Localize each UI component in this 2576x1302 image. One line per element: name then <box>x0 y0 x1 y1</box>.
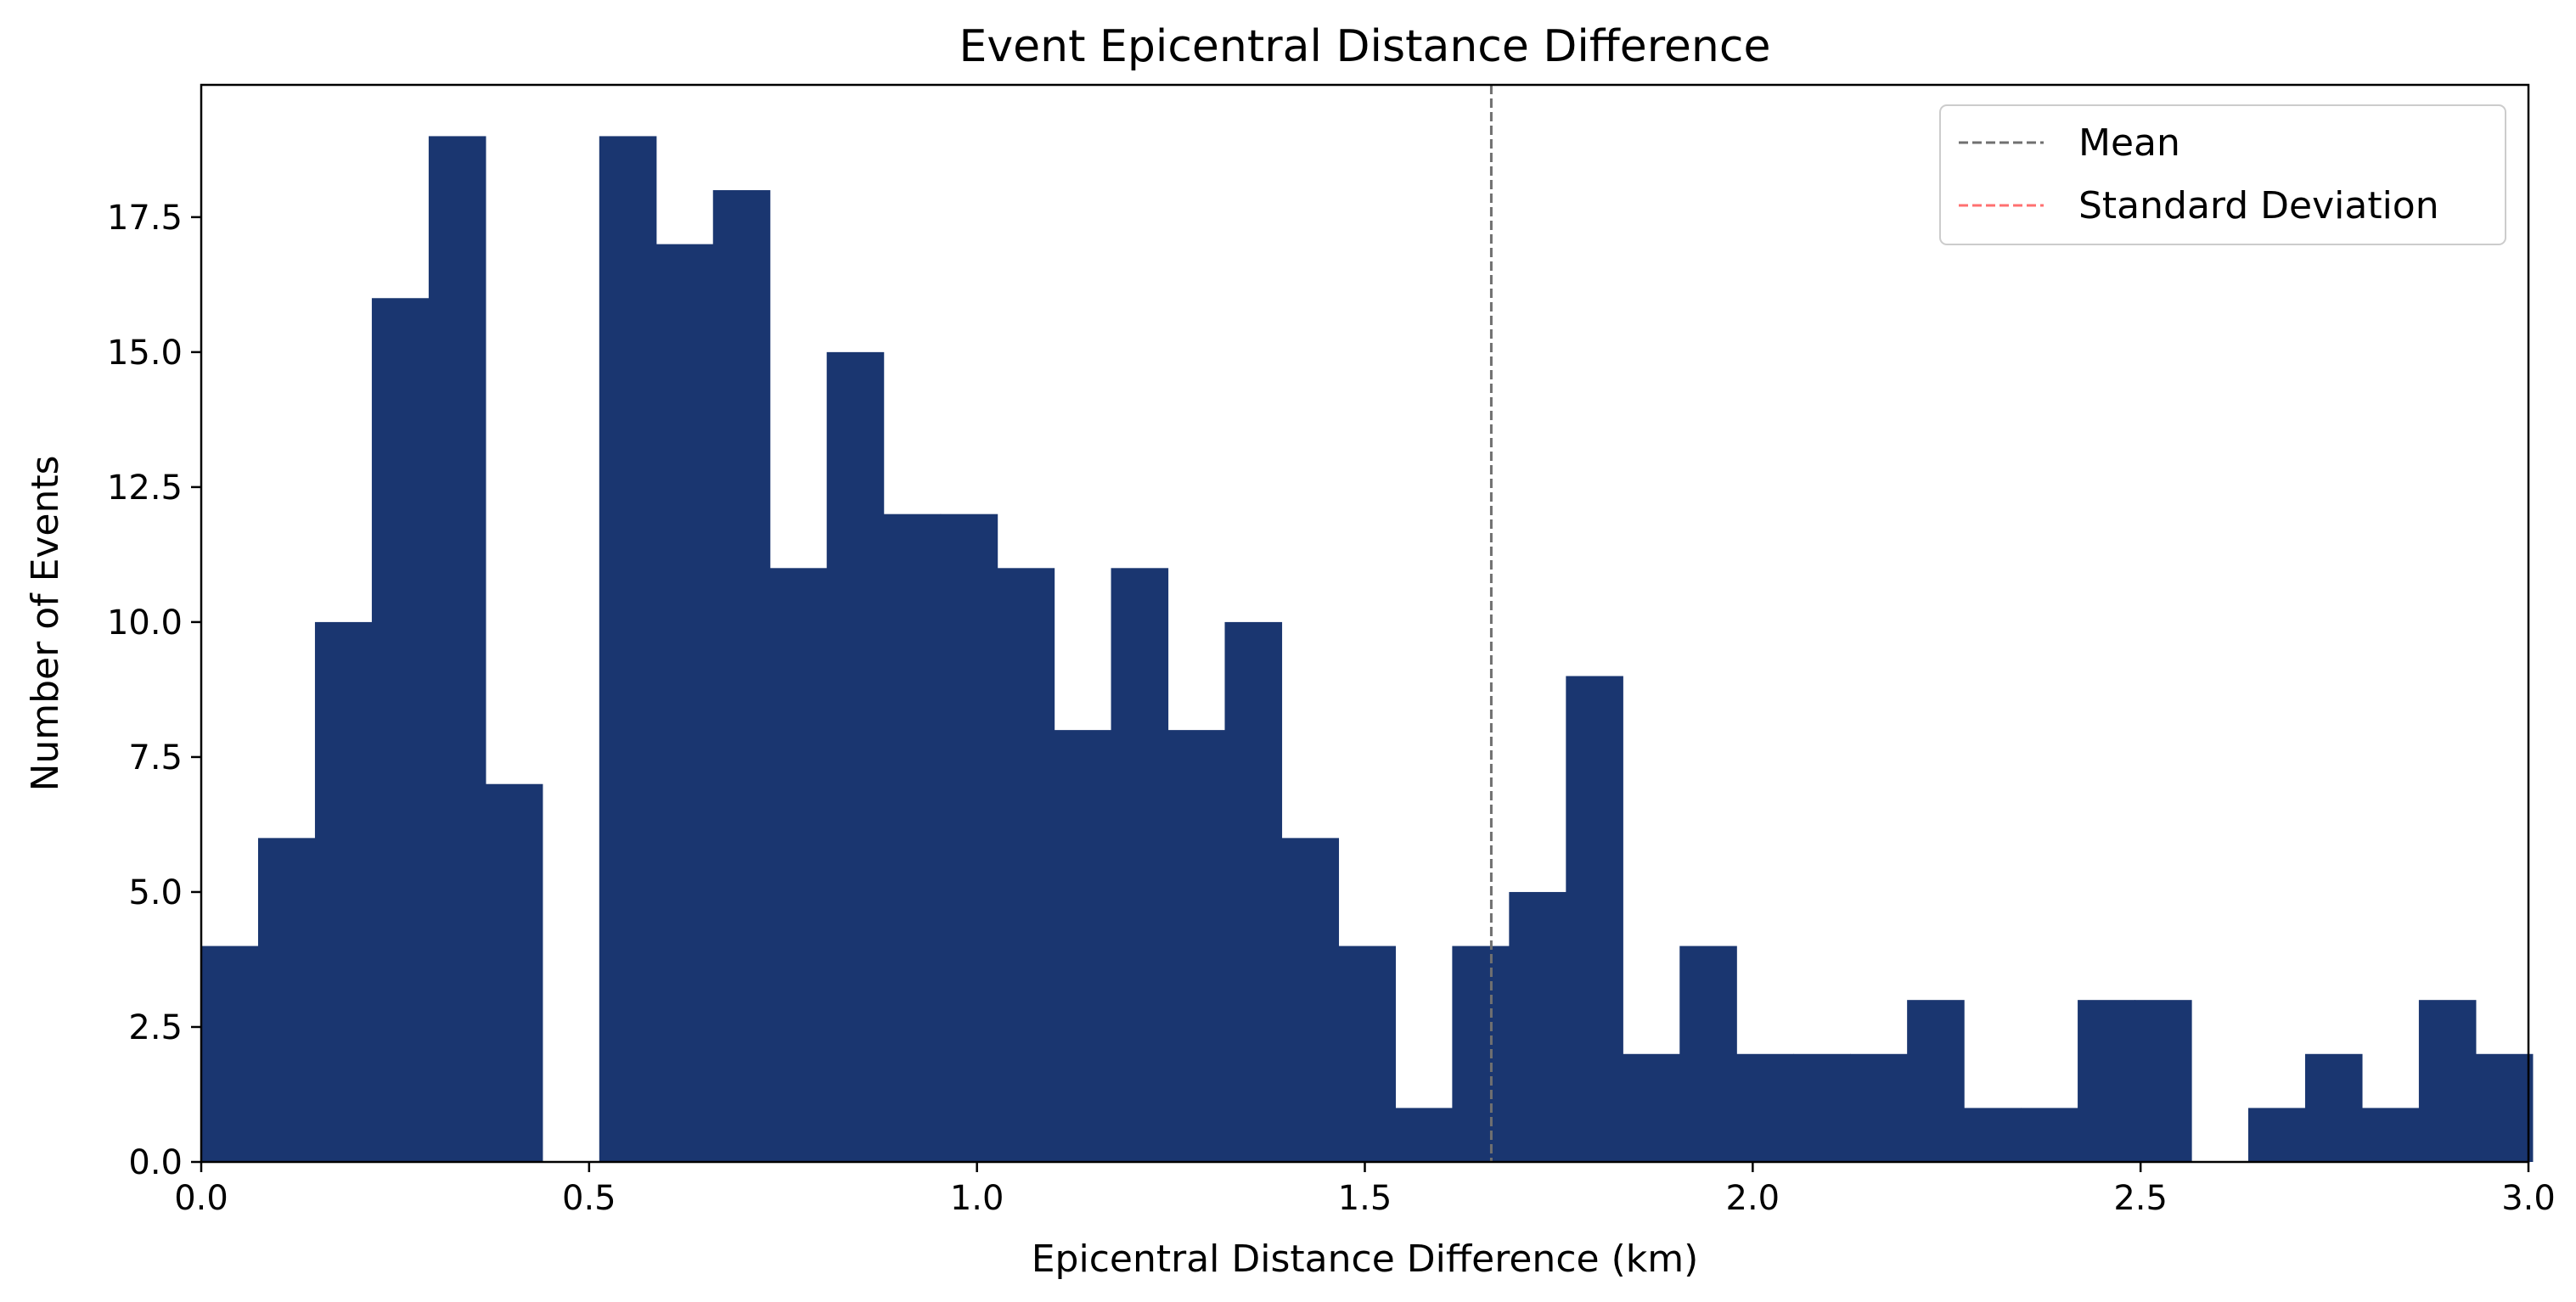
histogram-bar <box>1907 1000 1965 1162</box>
histogram-bar <box>1338 946 1397 1162</box>
legend-box <box>1939 104 2506 245</box>
x-tick-label: 1.0 <box>950 1179 1004 1218</box>
histogram-bar <box>1736 1053 1794 1162</box>
histogram-bars <box>201 136 2534 1163</box>
y-tick-label: 15.0 <box>107 334 183 373</box>
histogram-bar <box>2134 1000 2192 1162</box>
histogram-bar <box>1793 1053 1851 1162</box>
histogram-bar <box>1452 946 1510 1162</box>
chart-title: Event Epicentral Distance Difference <box>959 21 1771 72</box>
histogram-bar <box>2078 1000 2135 1162</box>
y-axis-ticks: 0.0 2.5 5.0 7.5 10.0 12.5 15.0 17.5 <box>107 199 201 1182</box>
histogram-bar <box>2418 1000 2477 1162</box>
y-tick-label: 7.5 <box>128 738 183 777</box>
histogram-bar <box>428 136 487 1162</box>
y-tick-label: 5.0 <box>128 873 183 912</box>
x-tick-label: 0.0 <box>174 1179 228 1218</box>
x-axis-label: Epicentral Distance Difference (km) <box>1032 1237 1699 1281</box>
histogram-bar <box>1679 946 1737 1162</box>
histogram-bar <box>2475 1053 2534 1162</box>
histogram-bar <box>826 351 885 1163</box>
histogram-bar <box>371 298 430 1163</box>
histogram-bar <box>1850 1053 1908 1162</box>
histogram-bar <box>997 568 1055 1162</box>
histogram-bar <box>201 946 259 1162</box>
histogram-bar <box>2304 1053 2363 1162</box>
y-tick-label: 17.5 <box>107 199 183 238</box>
histogram-bar <box>2247 1108 2306 1162</box>
histogram-bar <box>769 568 828 1162</box>
histogram-bar <box>599 136 657 1162</box>
histogram-bar <box>2361 1108 2420 1162</box>
histogram-bar <box>2021 1108 2078 1162</box>
histogram-bar <box>1224 621 1283 1162</box>
histogram-bar <box>1623 1053 1680 1162</box>
y-tick-label: 2.5 <box>128 1008 183 1047</box>
histogram-bar <box>1167 730 1226 1162</box>
legend: Mean Standard Deviation <box>1939 104 2506 245</box>
histogram-bar <box>655 244 714 1162</box>
y-tick-label: 12.5 <box>107 469 183 508</box>
x-tick-label: 0.5 <box>562 1179 616 1218</box>
histogram-bar <box>1281 838 1340 1162</box>
histogram-bar <box>712 190 771 1162</box>
histogram-bar <box>1395 1108 1453 1162</box>
x-tick-label: 2.5 <box>2113 1179 2168 1218</box>
histogram-bar <box>1111 568 1169 1162</box>
histogram-bar <box>940 514 998 1162</box>
x-tick-label: 3.0 <box>2501 1179 2556 1218</box>
y-tick-label: 0.0 <box>128 1143 183 1182</box>
y-axis-label: Number of Events <box>24 455 67 791</box>
y-tick-label: 10.0 <box>107 603 183 643</box>
histogram-bar <box>1964 1108 2022 1162</box>
legend-label: Mean <box>2078 121 2180 165</box>
x-tick-label: 2.0 <box>1726 1179 1780 1218</box>
histogram-bar <box>485 783 543 1162</box>
histogram-bar <box>1509 891 1566 1162</box>
histogram-bar <box>883 514 942 1162</box>
x-tick-label: 1.5 <box>1338 1179 1392 1218</box>
x-axis-ticks: 0.0 0.5 1.0 1.5 2.0 2.5 3.0 <box>174 1162 2556 1218</box>
histogram-bar <box>257 838 316 1162</box>
histogram-bar <box>1566 676 1623 1162</box>
histogram-bar <box>1054 730 1112 1162</box>
histogram-bar <box>314 621 373 1162</box>
legend-label: Standard Deviation <box>2078 184 2439 227</box>
